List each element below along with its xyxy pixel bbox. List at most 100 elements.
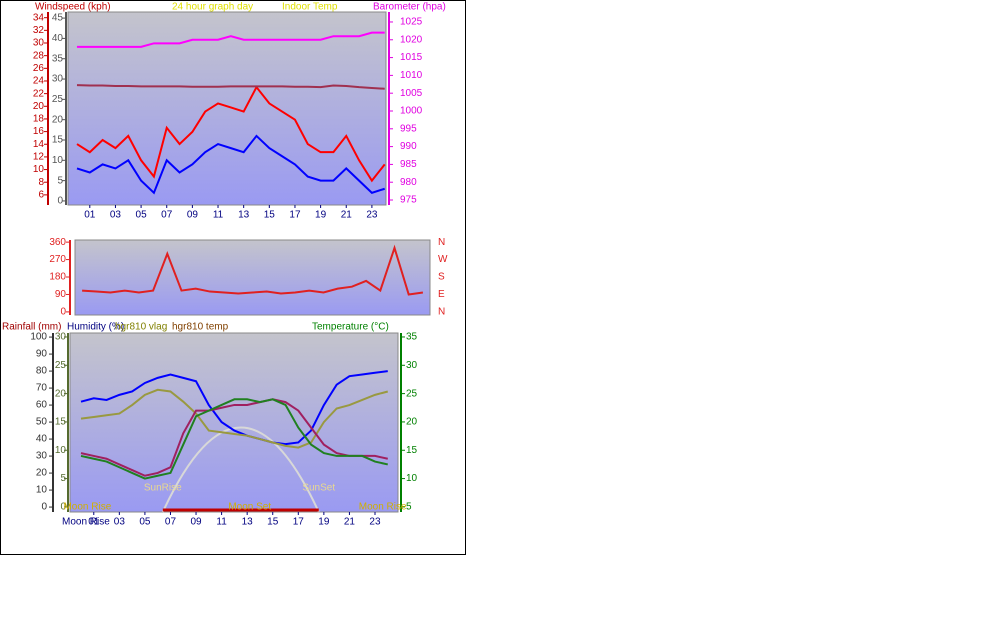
x-tick-label: 11 [213,210,224,221]
y-tick-label: 20 [36,468,48,479]
x-tick-label: 17 [293,517,305,528]
y-tick-label: 1000 [400,106,423,117]
y-tick-label: 90 [36,349,48,360]
y-tick-label: 100 [30,332,47,343]
series-name: Temperature (°C) [312,322,389,333]
compass-label: E [438,289,445,300]
plot-area [69,332,399,513]
y-tick-label: 20 [55,388,67,399]
plot-area [74,239,431,316]
y-tick-label: 15 [52,135,64,146]
y-tick-label: 1025 [400,17,423,28]
x-tick-label: 21 [344,517,356,528]
y-tick-label: 995 [400,123,417,134]
y-tick-label: 0 [41,502,47,513]
y-tick-label: 12 [33,152,45,163]
y-tick-label: 985 [400,159,417,170]
y-tick-label: 8 [38,177,44,188]
y-tick-label: 270 [49,254,66,265]
series-line [76,31,385,48]
x-tick-label: 13 [242,517,254,528]
y-tick-label: 90 [55,289,67,300]
y-tick-label: 20 [52,114,64,125]
y-tick-label: 990 [400,141,417,152]
series-group [76,31,386,195]
y-tick-label: 0 [60,307,66,318]
y-tick-label: 50 [36,417,48,428]
y-tick-label: 25 [55,360,67,371]
y-tick-label: 30 [55,332,67,343]
x-tick-label: 23 [369,517,381,528]
y-tick-label: 25 [52,94,64,105]
y-tick-label: 35 [406,332,418,343]
y-tick-label: 180 [49,272,66,283]
x-tick-label: 23 [366,210,378,221]
y-tick-label: 25 [406,388,418,399]
daylight-curve [161,426,320,513]
annotation: Moon Set [228,502,271,513]
x-tick-label: 03 [110,210,122,221]
x-tick-label: 07 [161,210,173,221]
x-tick-label: 17 [289,210,301,221]
y-tick-label: 30 [33,38,45,49]
y2label: Barometer (hpa) [373,2,446,13]
annotation: SunRise [144,483,182,494]
y-tick-label: 980 [400,177,417,188]
x-tick-label: 21 [341,210,353,221]
y-tick-label: 20 [406,417,418,428]
series-line [76,134,386,195]
series-line [82,244,424,296]
y-tick-label: 70 [36,383,48,394]
series-line [76,85,386,183]
series-line [80,398,388,480]
y-tick-label: 10 [36,485,48,496]
annotation: SunSet [302,483,335,494]
x-tick-label: 15 [264,210,276,221]
y-tick-label: 80 [36,366,48,377]
x-tick-label: 13 [238,210,250,221]
y-tick-label: 10 [55,445,67,456]
y-tick-label: 10 [33,164,45,175]
y-tick-label: 30 [52,74,64,85]
y-tick-label: 5 [406,502,412,513]
x-tick-label: 19 [315,210,327,221]
compass-label: N [438,237,445,248]
x-tick-label: 01 [88,517,100,528]
y-tick-label: 26 [33,63,45,74]
y-tick-label: 28 [33,50,45,61]
y-tick-label: 5 [60,473,66,484]
series-line [80,370,388,446]
ylabel: Windspeed (kph) [35,2,111,13]
series-name: hgr810 temp [172,322,229,333]
y-tick-label: 34 [33,12,45,23]
ylabel: Rainfall (mm) [2,322,61,333]
y-tick-label: 0 [57,196,63,207]
y-tick-label: 30 [36,451,48,462]
series-line [80,388,389,449]
y-tick-label: 5 [57,175,63,186]
x-tick-label: 05 [136,210,148,221]
y-tick-label: 35 [52,53,64,64]
series-group [80,370,389,480]
y-tick-label: 20 [33,101,45,112]
y-tick-label: 24 [33,76,45,87]
y-tick-label: 10 [406,473,418,484]
y-tick-label: 40 [36,434,48,445]
y-tick-label: 16 [33,126,45,137]
y-tick-label: 32 [33,25,45,36]
y-tick-label: 30 [406,360,418,371]
y-tick-label: 6 [38,190,44,201]
y-tick-label: 60 [36,400,48,411]
y-tick-label: 1010 [400,70,423,81]
y-tick-label: 45 [52,13,64,24]
series-line [76,84,385,90]
x-tick-label: 15 [267,517,279,528]
y-tick-label: 18 [33,114,45,125]
title: 24 hour graph day [172,2,253,13]
x-tick-label: 09 [190,517,202,528]
series-line [80,398,388,477]
x-tick-label: 19 [318,517,330,528]
y-tick-label: 975 [400,195,417,206]
